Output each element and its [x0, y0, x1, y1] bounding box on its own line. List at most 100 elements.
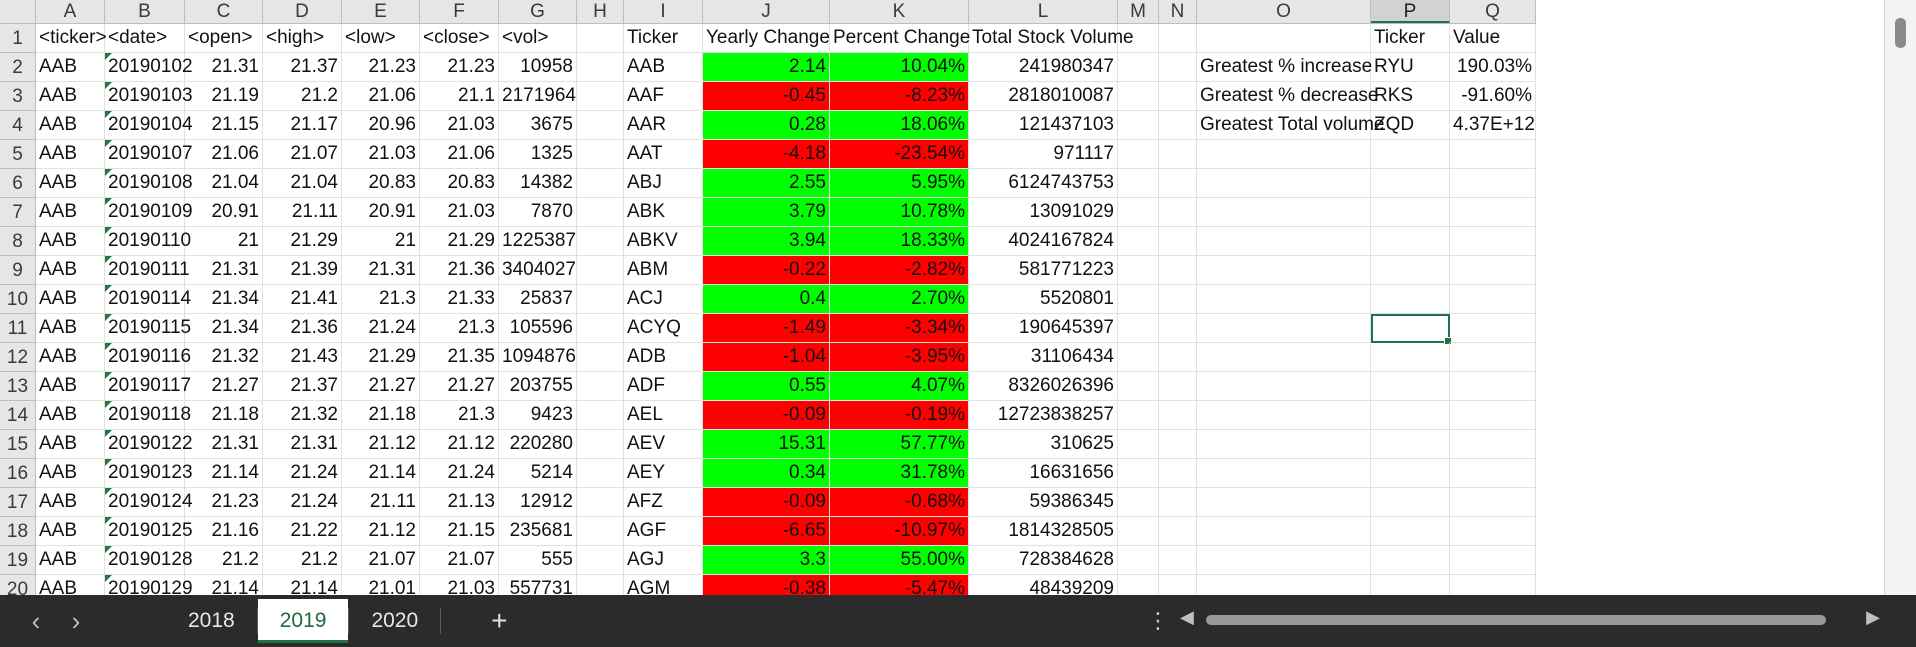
cell-q15[interactable]: [1450, 430, 1536, 459]
cell-q16[interactable]: [1450, 459, 1536, 488]
cell-q19[interactable]: [1450, 546, 1536, 575]
cell-k3[interactable]: -8.23%: [830, 82, 969, 111]
cell-i9[interactable]: ABM: [624, 256, 703, 285]
cell-g17[interactable]: 12912: [499, 488, 577, 517]
cell-b5[interactable]: 20190107: [105, 140, 193, 169]
cell-n13[interactable]: [1159, 372, 1197, 401]
cell-m8[interactable]: [1118, 227, 1159, 256]
cell-f9[interactable]: 21.36: [420, 256, 499, 285]
cell-h1[interactable]: [577, 24, 624, 53]
cell-b4[interactable]: 20190104: [105, 111, 193, 140]
cell-a3[interactable]: AAB: [36, 82, 105, 111]
cell-m16[interactable]: [1118, 459, 1159, 488]
cell-c16[interactable]: 21.14: [185, 459, 263, 488]
cell-e6[interactable]: 20.83: [342, 169, 420, 198]
cell-e13[interactable]: 21.27: [342, 372, 420, 401]
cell-q18[interactable]: [1450, 517, 1536, 546]
cell-h15[interactable]: [577, 430, 624, 459]
cell-g8[interactable]: 1225387: [499, 227, 577, 256]
cell-g10[interactable]: 25837: [499, 285, 577, 314]
cell-i19[interactable]: AGJ: [624, 546, 703, 575]
cell-f4[interactable]: 21.03: [420, 111, 499, 140]
cell-g5[interactable]: 1325: [499, 140, 577, 169]
horizontal-scroll-thumb[interactable]: [1206, 615, 1826, 625]
row-header[interactable]: 16: [0, 459, 36, 488]
cell-g1[interactable]: <vol>: [499, 24, 577, 53]
cell-j14[interactable]: -0.09: [703, 401, 830, 430]
cell-c13[interactable]: 21.27: [185, 372, 263, 401]
column-header-q[interactable]: Q: [1450, 0, 1536, 23]
row-header[interactable]: 17: [0, 488, 36, 517]
cell-g13[interactable]: 203755: [499, 372, 577, 401]
column-header-o[interactable]: O: [1197, 0, 1371, 23]
chevron-left-icon[interactable]: ‹: [31, 605, 41, 636]
cell-d12[interactable]: 21.43: [263, 343, 342, 372]
cell-n6[interactable]: [1159, 169, 1197, 198]
cell-a10[interactable]: AAB: [36, 285, 105, 314]
cell-o12[interactable]: [1197, 343, 1371, 372]
cell-j16[interactable]: 0.34: [703, 459, 830, 488]
cell-p12[interactable]: [1371, 343, 1450, 372]
cell-k2[interactable]: 10.04%: [830, 53, 969, 82]
cell-f5[interactable]: 21.06: [420, 140, 499, 169]
cell-b18[interactable]: 20190125: [105, 517, 193, 546]
cell-q17[interactable]: [1450, 488, 1536, 517]
cell-i1[interactable]: Ticker: [624, 24, 703, 53]
cell-j1[interactable]: Yearly Change: [703, 24, 830, 53]
row-header[interactable]: 12: [0, 343, 36, 372]
cell-j19[interactable]: 3.3: [703, 546, 830, 575]
cell-h3[interactable]: [577, 82, 624, 111]
cell-i12[interactable]: ADB: [624, 343, 703, 372]
cell-h9[interactable]: [577, 256, 624, 285]
cell-a5[interactable]: AAB: [36, 140, 105, 169]
cell-f16[interactable]: 21.24: [420, 459, 499, 488]
cell-j8[interactable]: 3.94: [703, 227, 830, 256]
cell-g6[interactable]: 14382: [499, 169, 577, 198]
cell-d15[interactable]: 21.31: [263, 430, 342, 459]
row-header[interactable]: 9: [0, 256, 36, 285]
cell-i18[interactable]: AGF: [624, 517, 703, 546]
cell-l13[interactable]: 8326026396: [969, 372, 1118, 401]
cell-a15[interactable]: AAB: [36, 430, 105, 459]
cell-f6[interactable]: 20.83: [420, 169, 499, 198]
cell-q3[interactable]: -91.60%: [1450, 82, 1536, 111]
cell-k13[interactable]: 4.07%: [830, 372, 969, 401]
cell-k10[interactable]: 2.70%: [830, 285, 969, 314]
cell-c3[interactable]: 21.19: [185, 82, 263, 111]
row-header[interactable]: 5: [0, 140, 36, 169]
cell-f15[interactable]: 21.12: [420, 430, 499, 459]
cell-b10[interactable]: 20190114: [105, 285, 191, 314]
cell-b13[interactable]: 20190117: [105, 372, 191, 401]
cell-p10[interactable]: [1371, 285, 1450, 314]
cell-f18[interactable]: 21.15: [420, 517, 499, 546]
cell-h4[interactable]: [577, 111, 624, 140]
cell-e8[interactable]: 21: [342, 227, 420, 256]
column-header-g[interactable]: G: [499, 0, 577, 23]
cell-a9[interactable]: AAB: [36, 256, 105, 285]
cell-a4[interactable]: AAB: [36, 111, 105, 140]
row-header[interactable]: 13: [0, 372, 36, 401]
cell-i2[interactable]: AAB: [624, 53, 703, 82]
cell-n19[interactable]: [1159, 546, 1197, 575]
cell-m6[interactable]: [1118, 169, 1159, 198]
cell-c11[interactable]: 21.34: [185, 314, 263, 343]
cell-q7[interactable]: [1450, 198, 1536, 227]
row-header[interactable]: 10: [0, 285, 36, 314]
cell-a6[interactable]: AAB: [36, 169, 105, 198]
row-header[interactable]: 7: [0, 198, 36, 227]
cell-p3[interactable]: RKS: [1371, 82, 1450, 111]
cell-h18[interactable]: [577, 517, 624, 546]
cell-p18[interactable]: [1371, 517, 1450, 546]
cell-o16[interactable]: [1197, 459, 1371, 488]
cell-g15[interactable]: 220280: [499, 430, 577, 459]
cell-l4[interactable]: 121437103: [969, 111, 1118, 140]
cell-n11[interactable]: [1159, 314, 1197, 343]
cell-k11[interactable]: -3.34%: [830, 314, 969, 343]
cell-k9[interactable]: -2.82%: [830, 256, 969, 285]
cell-i17[interactable]: AFZ: [624, 488, 703, 517]
cell-h12[interactable]: [577, 343, 624, 372]
cell-d16[interactable]: 21.24: [263, 459, 342, 488]
cell-q8[interactable]: [1450, 227, 1536, 256]
cell-q5[interactable]: [1450, 140, 1536, 169]
cell-h6[interactable]: [577, 169, 624, 198]
